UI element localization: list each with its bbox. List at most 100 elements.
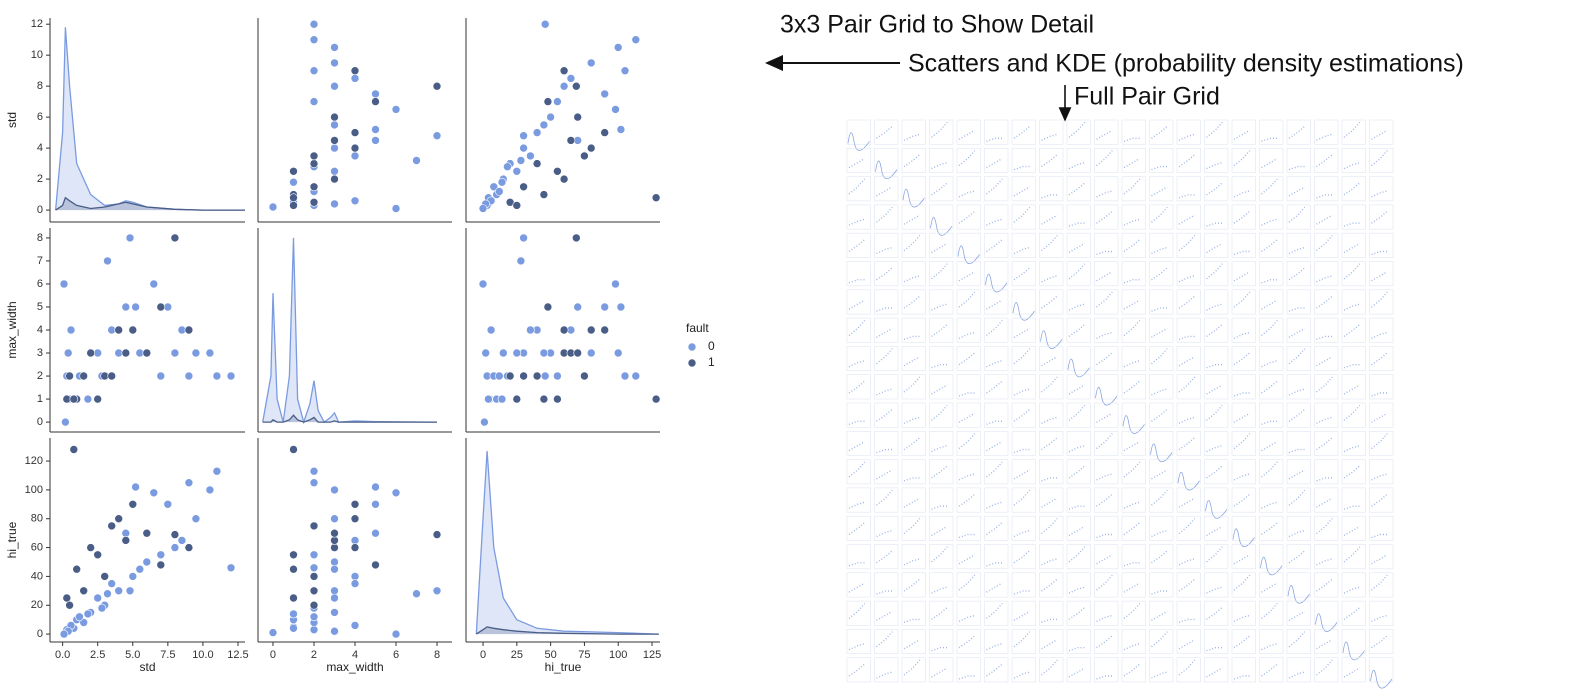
scatter-point xyxy=(289,177,298,187)
scatter-point xyxy=(330,81,339,91)
thumbnail-cell xyxy=(1231,487,1256,513)
thumbnail-scatter xyxy=(1316,376,1333,393)
thumbnail-cell xyxy=(984,657,1009,683)
thumbnail-scatter xyxy=(1096,291,1113,308)
thumbnail-cell xyxy=(1176,317,1201,343)
thumbnail-cell xyxy=(1314,148,1339,173)
thumbnail-cell xyxy=(1121,346,1146,371)
scatter-point xyxy=(184,325,194,335)
thumbnail-cell xyxy=(984,544,1009,570)
x-tick-label: 0 xyxy=(480,649,486,661)
thumbnail-scatter xyxy=(1041,214,1058,225)
thumbnail-scatter xyxy=(1371,250,1388,256)
scatter-point xyxy=(432,530,442,539)
thumbnail-cell xyxy=(1286,346,1311,371)
thumbnail-cell xyxy=(984,289,1009,315)
thumbnail-scatter xyxy=(1316,477,1333,482)
thumbnail-cell xyxy=(1149,232,1174,258)
thumbnail-scatter xyxy=(1343,404,1361,421)
thumbnail-cell xyxy=(846,119,871,145)
scatter-point xyxy=(128,499,138,509)
thumbnail-cell xyxy=(956,148,981,173)
annotation-scatters: Scatters and KDE (probability density es… xyxy=(908,50,1464,78)
thumbnail-scatter xyxy=(1261,582,1278,593)
thumbnail-cell xyxy=(846,657,871,683)
y-tick-label: 4 xyxy=(37,324,43,336)
thumbnail-scatter xyxy=(1343,323,1361,337)
thumbnail-cell xyxy=(1259,515,1284,541)
thumbnail-scatter xyxy=(1206,323,1223,337)
thumbnail-cell xyxy=(1094,317,1119,343)
y-tick-label: 2 xyxy=(37,173,43,185)
thumbnail-scatter xyxy=(1178,578,1196,592)
thumbnail-cell xyxy=(984,629,1009,655)
thumbnail-scatter xyxy=(958,614,975,623)
thumbnail-cell xyxy=(1341,487,1366,513)
thumbnail-scatter xyxy=(876,550,893,564)
thumbnail-scatter xyxy=(1068,263,1086,280)
thumbnail-cell xyxy=(1341,119,1366,145)
thumbnail-cell xyxy=(1341,176,1366,202)
thumbnail-cell xyxy=(1094,204,1119,230)
thumbnail-scatter xyxy=(848,178,866,195)
thumbnail-cell xyxy=(1066,119,1091,145)
thumbnail-cell xyxy=(1204,261,1229,287)
thumbnail-scatter xyxy=(1123,137,1140,142)
thumbnail-cell xyxy=(929,317,954,343)
thumbnail-cell xyxy=(1066,232,1091,258)
kde-line xyxy=(475,626,659,635)
scatter-point xyxy=(350,143,360,153)
scatter-point xyxy=(532,371,542,381)
scatter-point xyxy=(107,579,116,588)
thumbnail-scatter xyxy=(1233,635,1251,649)
thumbnail-cell xyxy=(1121,148,1146,173)
thumbnail-scatter xyxy=(1261,137,1278,142)
thumbnail-scatter xyxy=(1288,186,1306,197)
scatter-point xyxy=(100,572,109,581)
thumbnail-scatter xyxy=(876,671,893,679)
thumbnail-cell xyxy=(846,346,871,371)
thumbnail-cell xyxy=(1259,232,1284,258)
thumbnail-cell xyxy=(1204,572,1229,598)
thumbnail-cell xyxy=(1094,600,1119,626)
thumbnail-scatter xyxy=(1041,154,1058,168)
x-tick-label: 100 xyxy=(609,649,627,661)
thumbnail-cell xyxy=(1176,430,1201,456)
thumbnail-scatter xyxy=(1013,327,1031,339)
thumbnail-kde xyxy=(930,217,953,236)
thumbnail-cell xyxy=(1259,204,1284,230)
thumbnail-scatter xyxy=(903,639,921,650)
thumbnail-scatter xyxy=(1233,271,1251,282)
thumbnail-cell xyxy=(1176,232,1201,258)
y-tick-label: 1 xyxy=(37,393,43,405)
thumbnail-cell xyxy=(1204,629,1229,655)
thumbnail-cell xyxy=(1149,261,1174,287)
thumbnail-scatter xyxy=(1371,614,1388,623)
thumbnail-cell xyxy=(1094,572,1119,598)
thumbnail-scatter xyxy=(931,647,948,652)
thumbnail-scatter xyxy=(1041,578,1058,592)
thumbnail-cell xyxy=(846,317,871,343)
thumbnail-scatter xyxy=(1233,129,1251,140)
scatter-point xyxy=(566,136,576,145)
scatter-point xyxy=(350,543,360,552)
thumbnail-kde xyxy=(1095,386,1118,406)
thumbnail-scatter xyxy=(848,602,866,619)
thumbnail-scatter xyxy=(1316,295,1333,309)
thumbnail-cell xyxy=(901,657,926,683)
thumbnail-scatter xyxy=(986,218,1003,226)
y-tick-label: 80 xyxy=(31,513,43,525)
thumbnail-cell xyxy=(1121,119,1146,145)
scatter-point xyxy=(391,204,401,213)
thumbnail-scatter xyxy=(1123,461,1141,478)
thumbnail-scatter xyxy=(903,356,921,367)
thumbnail-cell xyxy=(1121,317,1146,343)
thumbnail-cell xyxy=(874,119,899,145)
thumbnail-kde xyxy=(985,273,1008,293)
thumbnail-scatter xyxy=(876,186,893,197)
thumbnail-kde xyxy=(1177,471,1200,491)
y-tick-label: 4 xyxy=(37,142,43,154)
scatter-point xyxy=(580,151,589,161)
thumbnail-cell xyxy=(1286,289,1311,315)
thumbnail-scatter xyxy=(1343,586,1360,594)
